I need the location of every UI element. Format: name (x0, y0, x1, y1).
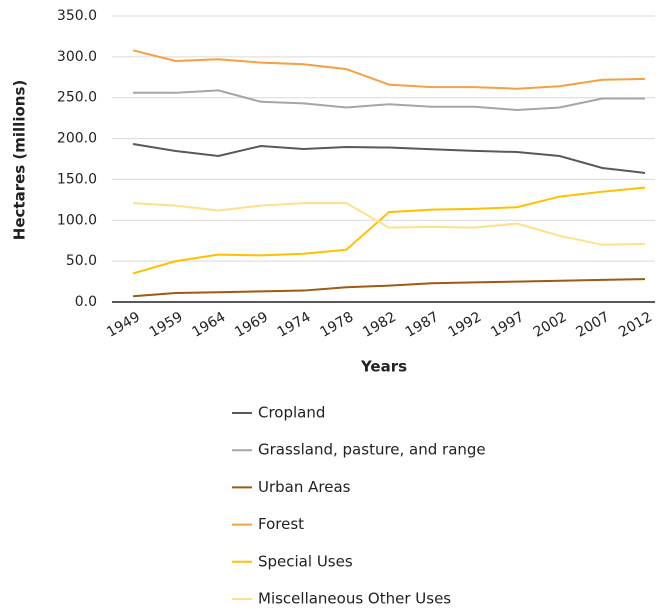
y-tick-label: 50.0 (66, 253, 97, 269)
x-tick-label: 2007 (573, 309, 612, 341)
x-tick-label: 1997 (488, 309, 527, 341)
y-tick-label: 300.0 (57, 49, 97, 65)
y-tick-label: 200.0 (57, 131, 97, 147)
x-tick-label: 1949 (104, 309, 143, 341)
legend-label: Forest (258, 515, 304, 533)
legend-label: Miscellaneous Other Uses (258, 590, 451, 608)
x-tick-label: 1978 (317, 309, 356, 341)
x-tick-label: 2012 (616, 309, 655, 341)
x-tick-label: 2002 (531, 309, 570, 341)
series-line (132, 49, 646, 90)
legend-label: Urban Areas (258, 478, 351, 496)
x-tick-label: 1964 (189, 309, 228, 341)
legend-label: Cropland (258, 404, 325, 422)
y-axis-title: Hectares (millions) (11, 80, 29, 240)
x-tick-label: 1982 (360, 309, 399, 341)
y-tick-label: 350.0 (57, 8, 97, 24)
x-axis-title: Years (360, 358, 407, 376)
x-tick-label: 1969 (232, 309, 271, 341)
legend-label: Grassland, pasture, and range (258, 441, 486, 459)
series-line (133, 89, 645, 111)
series-line (132, 202, 646, 246)
legend-label: Special Uses (258, 552, 353, 570)
series-line (132, 143, 646, 174)
x-tick-label: 1974 (275, 309, 314, 341)
y-tick-label: 100.0 (57, 212, 97, 228)
y-tick-label: 150.0 (57, 171, 97, 187)
series-line (132, 186, 646, 275)
x-tick-label: 1959 (147, 309, 186, 341)
y-tick-label: 0.0 (75, 294, 97, 310)
series-line (132, 278, 646, 298)
x-tick-label: 1987 (403, 309, 442, 341)
y-tick-label: 250.0 (57, 90, 97, 106)
x-tick-label: 1992 (445, 309, 484, 341)
